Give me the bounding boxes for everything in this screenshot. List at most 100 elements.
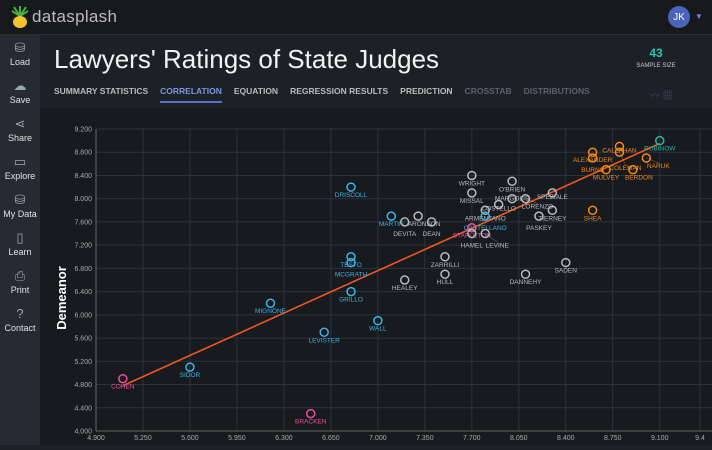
data-point[interactable]: BERDON	[625, 164, 653, 182]
data-point[interactable]: ALEXANDER	[573, 147, 613, 164]
point-marker[interactable]	[520, 193, 531, 204]
data-point[interactable]: MARTIN	[379, 211, 404, 228]
data-point[interactable]: HEALEY	[392, 275, 418, 292]
sidebar-item-share[interactable]: ⋖ Share	[0, 111, 40, 149]
tab-prediction[interactable]: PREDICTION	[400, 86, 453, 96]
point-marker[interactable]	[467, 188, 477, 198]
datasplash-logo[interactable]: datasplash	[10, 6, 117, 28]
data-point[interactable]: BURNS	[581, 153, 605, 174]
point-marker[interactable]	[346, 257, 356, 268]
point-marker[interactable]	[480, 205, 490, 216]
point-marker[interactable]	[547, 188, 558, 198]
tab-equation[interactable]: EQUATION	[233, 86, 279, 96]
point-marker[interactable]	[373, 315, 383, 326]
data-point[interactable]: HULL	[437, 269, 454, 286]
point-marker[interactable]	[628, 164, 638, 175]
sidebar-item-contact[interactable]: ? Contact	[0, 301, 40, 339]
sidebar-item-load[interactable]: ⛁ Load	[0, 35, 40, 73]
tab-summary-statistics[interactable]: SUMMARY STATISTICS	[54, 86, 149, 96]
sidebar-item-save[interactable]: ☁ Save	[0, 73, 40, 111]
point-marker[interactable]	[587, 147, 598, 157]
data-point[interactable]: MIGNONE	[255, 298, 287, 315]
sidebar-item-print[interactable]: ⎙ Print	[0, 263, 40, 301]
point-marker[interactable]	[399, 275, 410, 285]
data-point[interactable]: COLEMAN	[609, 147, 642, 172]
point-marker[interactable]	[346, 286, 356, 297]
point-marker[interactable]	[493, 199, 504, 210]
point-marker[interactable]	[547, 205, 558, 216]
point-marker[interactable]	[118, 373, 128, 384]
data-point[interactable]: LORENZO	[520, 193, 554, 211]
point-marker[interactable]	[306, 408, 316, 419]
data-point[interactable]: COSTELLO	[481, 199, 516, 213]
data-point[interactable]: ARONSON	[408, 211, 441, 228]
data-point[interactable]: MARGOLIS	[495, 193, 530, 204]
data-point[interactable]: COHEN	[111, 373, 135, 391]
data-point[interactable]: PASKEY	[526, 211, 552, 232]
data-point[interactable]: SPEZIALE	[537, 188, 569, 201]
point-marker[interactable]	[587, 205, 598, 216]
data-point[interactable]: O'BRIEN	[499, 176, 525, 193]
data-point[interactable]: GRILLO	[339, 286, 363, 304]
data-point[interactable]: DANNEHY	[510, 269, 542, 286]
point-marker[interactable]	[480, 228, 490, 239]
point-marker[interactable]	[399, 217, 410, 227]
tab-regression-results[interactable]: REGRESSION RESULTS	[290, 86, 389, 96]
sidebar-item-my-data[interactable]: ⛁ My Data	[0, 187, 40, 225]
data-point[interactable]: STAPLETON	[453, 222, 491, 240]
data-point[interactable]: SHEA	[584, 205, 602, 222]
point-marker[interactable]	[386, 211, 397, 221]
point-marker[interactable]	[587, 153, 598, 163]
point-marker[interactable]	[426, 217, 437, 227]
point-marker[interactable]	[440, 269, 450, 279]
point-marker[interactable]	[507, 176, 517, 187]
data-point[interactable]: NARUK	[641, 153, 670, 170]
data-point[interactable]: ZARRILLI	[431, 252, 460, 269]
point-marker[interactable]	[507, 193, 517, 204]
data-point[interactable]: RUBINOW	[644, 135, 676, 153]
sidebar-item-learn[interactable]: ▯ Learn	[0, 225, 40, 263]
point-marker[interactable]	[561, 257, 571, 268]
data-point[interactable]: TIERNEY	[538, 205, 567, 222]
tab-correlation[interactable]: CORRELATION	[160, 86, 222, 103]
point-marker[interactable]	[641, 153, 652, 163]
point-marker[interactable]	[413, 211, 423, 221]
data-point[interactable]: CASTELLANO	[464, 211, 507, 232]
point-marker[interactable]	[185, 362, 195, 372]
data-point[interactable]: BRACKEN	[295, 408, 327, 426]
user-avatar[interactable]: JK	[668, 6, 690, 28]
data-point[interactable]: DRISCOLL	[335, 182, 368, 199]
point-marker[interactable]	[534, 211, 544, 221]
point-marker[interactable]	[614, 147, 625, 157]
point-marker[interactable]	[614, 141, 625, 152]
point-marker[interactable]	[654, 135, 665, 146]
data-point[interactable]: HAMEL	[461, 228, 484, 250]
chevron-down-icon[interactable]: ▼	[695, 12, 703, 21]
data-point[interactable]: SADEN	[555, 257, 578, 275]
point-marker[interactable]	[520, 269, 531, 279]
data-point[interactable]: MCGRATH	[335, 257, 368, 279]
point-marker[interactable]	[265, 298, 276, 308]
data-point[interactable]: CALLAHAN	[602, 141, 637, 154]
data-point[interactable]: MISSAL	[460, 188, 484, 205]
data-point[interactable]: WALL	[369, 315, 387, 333]
point-marker[interactable]	[319, 327, 329, 338]
data-point[interactable]: ARMENTANO	[465, 205, 506, 222]
data-point[interactable]: DEVITA	[393, 217, 417, 238]
chart-view-icon[interactable]: 〰	[650, 91, 660, 102]
point-marker[interactable]	[346, 252, 356, 262]
data-point[interactable]: LEVISTER	[308, 327, 340, 344]
data-point[interactable]: DEAN	[423, 217, 441, 238]
data-point[interactable]: WRIGHT	[459, 170, 485, 187]
point-marker[interactable]	[601, 164, 611, 175]
table-view-icon[interactable]: ▦	[662, 91, 673, 102]
point-marker[interactable]	[467, 222, 477, 233]
point-marker[interactable]	[480, 211, 490, 221]
point-marker[interactable]	[346, 182, 356, 192]
sidebar-item-explore[interactable]: ▭ Explore	[0, 149, 40, 187]
point-marker[interactable]	[467, 228, 477, 239]
data-point[interactable]: SIDOR	[180, 362, 201, 379]
data-point[interactable]: LEVINE	[480, 228, 509, 250]
point-marker[interactable]	[440, 252, 450, 262]
data-point[interactable]: MULVEY	[593, 164, 620, 182]
